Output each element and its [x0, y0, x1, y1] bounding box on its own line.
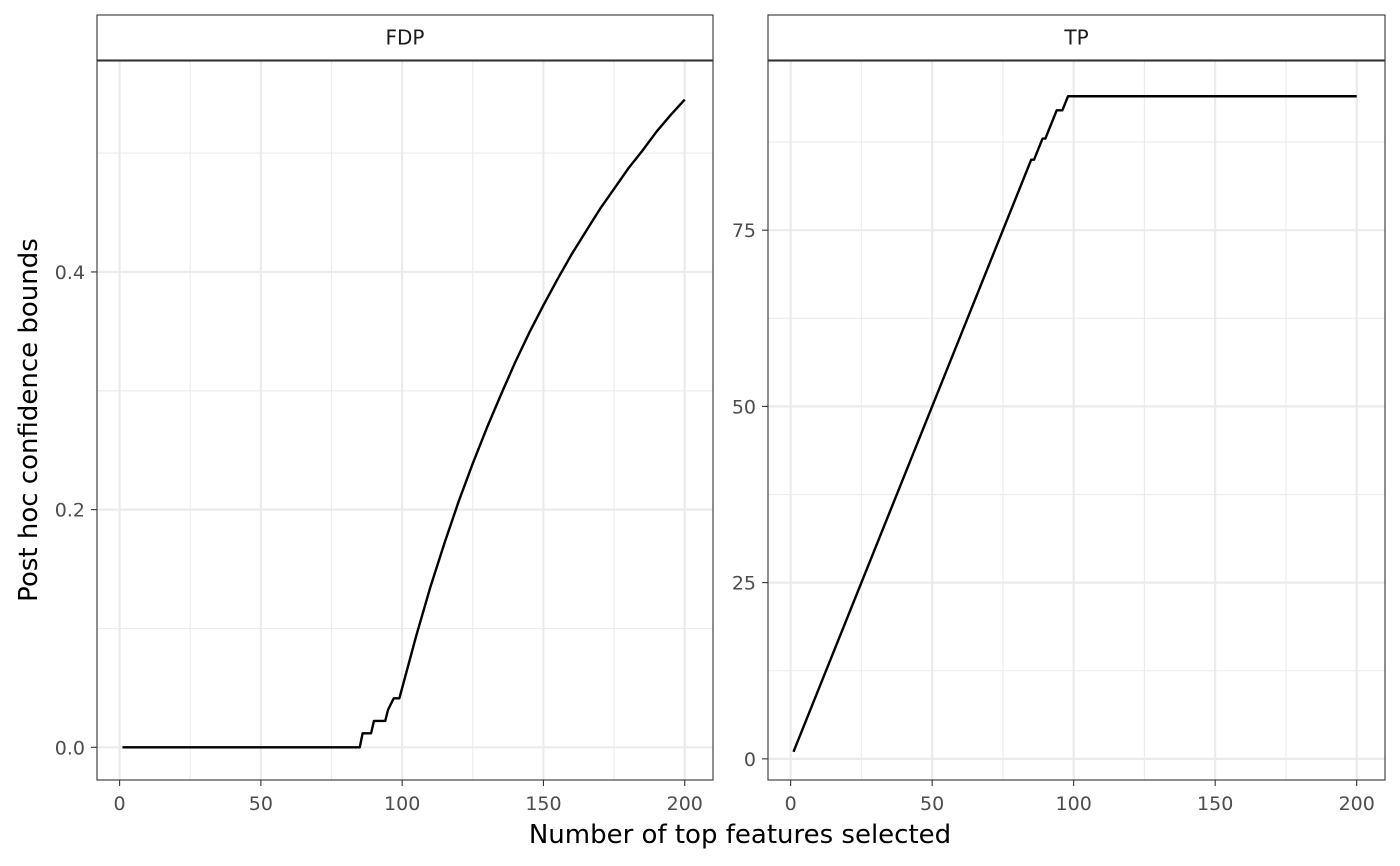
x-tick-label: 50 [920, 793, 944, 815]
panel-fdp: FDP 0 50 100 150 200 0.0 0.2 0.4 [55, 14, 714, 815]
panel-background [97, 61, 713, 780]
y-tick-label: 0.0 [55, 737, 85, 759]
series-line-0 [122, 98, 686, 749]
x-tick-label: 50 [249, 793, 273, 815]
panel-background [768, 61, 1385, 780]
y-tick-label: 0.2 [55, 500, 85, 522]
facet-strip [767, 14, 1386, 61]
series-line-0 [792, 95, 1357, 753]
x-tick-label: 100 [1056, 793, 1092, 815]
x-tick-label: 200 [667, 793, 703, 815]
y-tick-label: 75 [732, 220, 756, 242]
panel-border [96, 60, 714, 781]
panel-tp: TP 0 50 100 150 200 0 25 50 75 [732, 14, 1386, 815]
x-tick-label: 150 [525, 793, 561, 815]
x-tick-label: 150 [1197, 793, 1233, 815]
x-tick-label: 200 [1339, 793, 1375, 815]
x-tick-label: 0 [785, 793, 797, 815]
x-tick-label: 0 [114, 793, 126, 815]
y-axis-title: Post hoc confidence bounds [14, 238, 44, 602]
panel-border [767, 60, 1386, 781]
y-tick-label: 50 [732, 396, 756, 418]
x-axis-title: Number of top features selected [529, 820, 951, 850]
x-tick-label: 100 [384, 793, 420, 815]
y-tick-label: 0 [744, 749, 756, 771]
facet-strip-label: FDP [386, 26, 425, 50]
y-tick-label: 0.4 [55, 262, 85, 284]
facet-strip [96, 14, 714, 61]
y-tick-label: 25 [732, 573, 756, 595]
facet-strip-label: TP [1063, 26, 1088, 50]
